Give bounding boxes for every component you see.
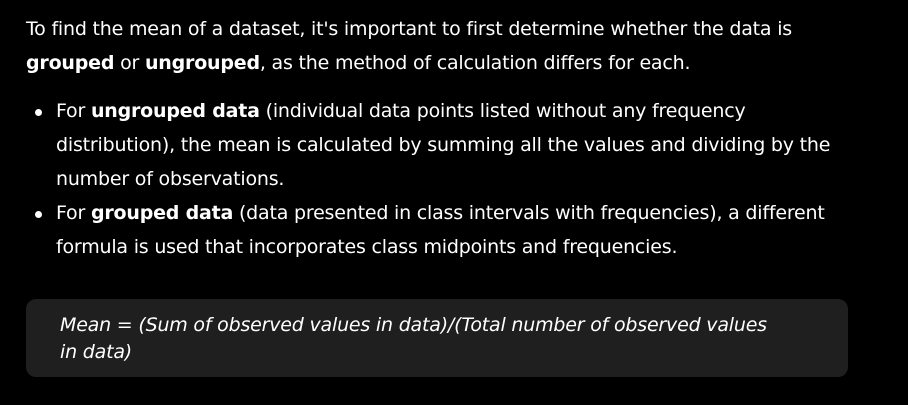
formula-text: Mean = (Sum of observed values in data)/…	[60, 314, 767, 363]
bullet-body: (individual data points listed without a…	[56, 100, 831, 190]
bullet-emphasis: ungrouped data	[90, 100, 260, 122]
grouped-emphasis: grouped	[26, 52, 115, 74]
bullet-prefix: For	[56, 202, 91, 224]
intro-text-1: To find the mean of a dataset, it's impo…	[26, 18, 792, 40]
bullet-text: For ungrouped data (individual data poin…	[56, 100, 830, 190]
bullet-text: For grouped data (data presented in clas…	[56, 202, 825, 258]
bullet-list: For ungrouped data (individual data poin…	[26, 94, 866, 264]
ungrouped-emphasis: ungrouped	[144, 52, 260, 74]
bullet-item-ungrouped: For ungrouped data (individual data poin…	[26, 94, 866, 196]
bullet-body: (data presented in class intervals with …	[56, 202, 825, 258]
intro-text-3: , as the method of calculation differs f…	[259, 52, 691, 74]
intro-paragraph: To find the mean of a dataset, it's impo…	[26, 12, 866, 80]
intro-text-2: or	[114, 52, 145, 74]
bullet-dot-icon	[35, 211, 42, 218]
bullet-item-grouped: For grouped data (data presented in clas…	[26, 196, 866, 264]
formula-block: Mean = (Sum of observed values in data)/…	[26, 299, 848, 377]
bullet-emphasis: grouped data	[90, 202, 234, 224]
bullet-dot-icon	[35, 109, 42, 116]
bullet-prefix: For	[56, 100, 91, 122]
